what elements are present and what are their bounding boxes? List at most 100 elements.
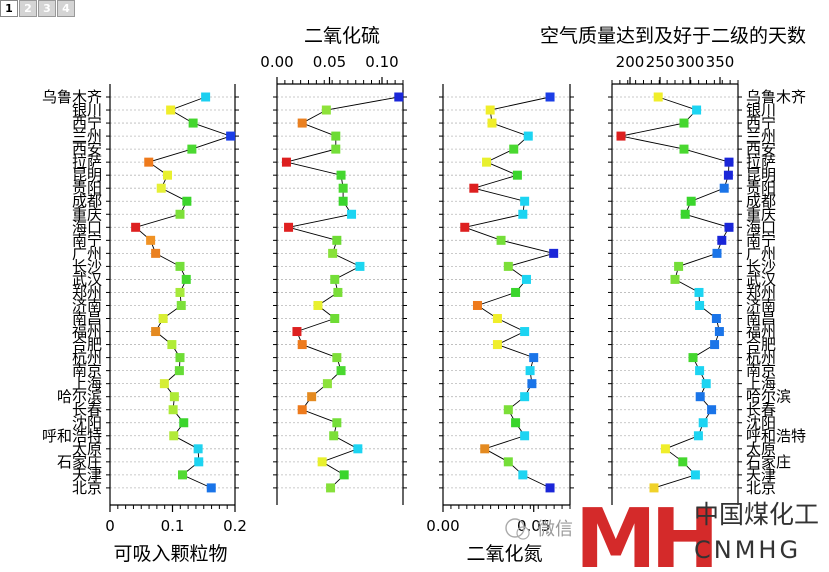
data-point — [175, 353, 185, 363]
category-label: 拉萨 — [746, 153, 776, 171]
page-tab-3[interactable]: 3 — [38, 0, 56, 17]
data-point — [693, 431, 703, 441]
data-point — [511, 418, 521, 428]
data-point — [520, 392, 530, 402]
data-point — [503, 457, 513, 467]
category-label: 成都 — [72, 192, 102, 210]
data-point — [339, 470, 349, 480]
data-point — [284, 222, 294, 232]
data-point — [512, 170, 522, 180]
data-point — [503, 405, 513, 415]
category-label: 拉萨 — [72, 153, 102, 171]
data-point — [144, 157, 154, 167]
data-point — [698, 418, 708, 428]
x-tick-label: 0 — [105, 517, 115, 535]
x-axis-label: 二氧化氮 — [466, 543, 542, 565]
data-point — [176, 300, 186, 310]
data-point — [509, 144, 519, 154]
category-label: 乌鲁木齐 — [42, 88, 102, 106]
data-point — [188, 118, 198, 128]
data-point — [482, 157, 492, 167]
category-label: 长春 — [72, 401, 102, 419]
data-point — [492, 314, 502, 324]
data-point — [332, 235, 342, 245]
category-label: 海口 — [746, 218, 776, 236]
category-label: 兰州 — [746, 127, 776, 145]
panel-title: 空气质量达到及好于二级的天数 — [540, 25, 806, 47]
data-point — [688, 353, 698, 363]
page-tab-4[interactable]: 4 — [57, 0, 75, 17]
category-label: 银川 — [72, 101, 102, 119]
chart-panel-3: 0.00 0.05 二氧化氮 — [426, 84, 574, 565]
data-point — [680, 209, 690, 219]
category-label: 天津 — [72, 466, 102, 484]
data-point — [175, 209, 185, 219]
x-tick-label: 250 — [646, 53, 675, 71]
data-point — [649, 483, 659, 493]
category-label: 西安 — [72, 140, 102, 158]
data-point — [714, 327, 724, 337]
category-label: 西宁 — [72, 114, 102, 132]
data-point — [338, 183, 348, 193]
category-label: 郑州 — [746, 283, 776, 301]
category-label: 贵阳 — [746, 179, 776, 197]
data-point — [694, 287, 704, 297]
data-point — [653, 92, 663, 102]
data-point — [151, 327, 161, 337]
x-axis-label: 可吸入颗粒物 — [113, 543, 227, 565]
chart-panel-1: 0 0.1 0.2 可吸入颗粒物 乌鲁木齐银川西宁兰州西安拉萨昆明贵阳成都重庆海口南宁广… — [42, 84, 247, 565]
category-label: 银川 — [746, 101, 776, 119]
category-label: 济南 — [72, 296, 102, 314]
category-label: 南昌 — [72, 310, 102, 328]
category-label: 沈阳 — [746, 414, 776, 432]
data-point — [297, 118, 307, 128]
data-point — [174, 366, 184, 376]
x-tick-label: 0.1 — [161, 517, 185, 535]
data-point — [175, 287, 185, 297]
page-tab-1[interactable]: 1 — [0, 0, 18, 17]
category-label: 杭州 — [72, 349, 102, 367]
data-point — [292, 327, 302, 337]
page-tab-2[interactable]: 2 — [19, 0, 37, 17]
logo-letters: MH — [575, 492, 713, 572]
category-label: 武汉 — [746, 270, 776, 288]
data-point — [518, 470, 528, 480]
data-point — [281, 157, 291, 167]
category-label: 兰州 — [72, 127, 102, 145]
data-point — [182, 196, 192, 206]
data-point — [503, 261, 513, 271]
category-label: 广州 — [72, 244, 102, 262]
category-label: 成都 — [746, 192, 776, 210]
category-label: 合肥 — [72, 336, 102, 354]
category-label: 北京 — [72, 479, 102, 497]
data-point — [156, 183, 166, 193]
data-point — [322, 379, 332, 389]
category-label: 太原 — [746, 440, 776, 458]
data-point — [297, 405, 307, 415]
category-label: 合肥 — [746, 336, 776, 354]
data-point — [181, 274, 191, 284]
category-label: 石家庄 — [57, 453, 102, 471]
data-point — [686, 196, 696, 206]
data-point — [719, 183, 729, 193]
data-point — [485, 105, 495, 115]
data-point — [151, 248, 161, 258]
data-point — [206, 483, 216, 493]
logo-english-name: CNMHG — [694, 536, 801, 564]
data-point — [717, 235, 727, 245]
data-point — [332, 353, 342, 363]
category-label: 北京 — [746, 479, 776, 497]
category-label: 海口 — [72, 218, 102, 236]
data-point — [332, 418, 342, 428]
x-tick-label: 0.00 — [426, 517, 459, 535]
data-point — [520, 196, 530, 206]
data-point — [347, 209, 357, 219]
data-point — [158, 314, 168, 324]
data-point — [695, 366, 705, 376]
data-point — [329, 431, 339, 441]
data-point — [333, 287, 343, 297]
data-point — [670, 274, 680, 284]
wechat-icon-bubble — [516, 526, 530, 540]
